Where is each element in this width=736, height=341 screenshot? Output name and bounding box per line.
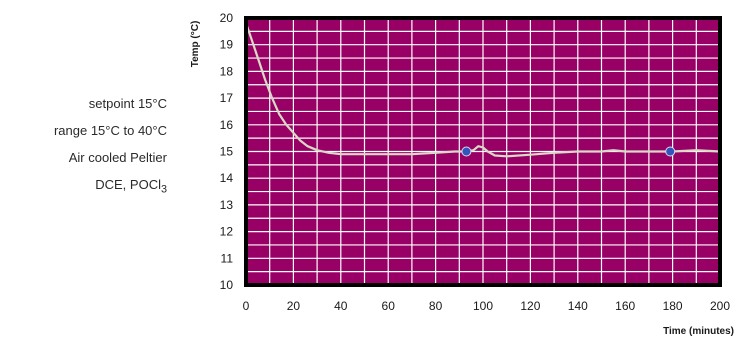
data-marker (665, 146, 676, 157)
y-tick-label: 20 (220, 11, 234, 25)
x-axis-title: Time (minutes) (663, 326, 734, 337)
plot-frame (244, 16, 722, 287)
y-axis-title: Temp (°C) (190, 21, 201, 68)
data-marker (461, 146, 472, 157)
y-tick-label: 16 (220, 118, 234, 132)
y-tick-label: 13 (220, 198, 234, 212)
y-tick-label: 17 (220, 91, 234, 105)
x-tick-label: 40 (334, 299, 348, 313)
range-note: range 15°C to 40°C (53, 123, 167, 138)
y-tick-label: 15 (220, 145, 234, 159)
x-tick-label: 20 (287, 299, 301, 313)
series-line (244, 22, 722, 158)
x-tick-label: 140 (568, 299, 588, 313)
reagents-subscript: 3 (160, 183, 167, 196)
y-tick-label: 12 (220, 225, 234, 239)
setpoint-note: setpoint 15°C (88, 96, 167, 111)
y-tick-label: 10 (220, 278, 234, 292)
x-tick-label: 180 (663, 299, 683, 313)
x-tick-label: 0 (243, 299, 250, 313)
x-tick-labels: 0 20 40 60 80 100 120 140 160 180 200 (243, 299, 731, 313)
chart-notes: setpoint 15°C range 15°C to 40°C Air coo… (10, 90, 167, 204)
cooling-note: Air cooled Peltier (68, 150, 167, 165)
y-tick-label: 18 (220, 64, 234, 78)
y-tick-label: 14 (220, 171, 234, 185)
data-markers (461, 146, 676, 157)
x-tick-label: 160 (615, 299, 635, 313)
y-tick-label: 19 (220, 38, 234, 52)
x-tick-label: 200 (710, 299, 730, 313)
x-tick-label: 120 (520, 299, 540, 313)
y-tick-labels: 10 11 12 13 14 15 16 17 18 19 20 (220, 11, 234, 292)
y-tick-label: 11 (221, 251, 234, 265)
x-tick-label: 80 (429, 299, 443, 313)
x-tick-label: 100 (473, 299, 493, 313)
reagents-formula: DCE, POCl (95, 177, 161, 192)
x-tick-label: 60 (382, 299, 396, 313)
reagents-note: DCE, POCl3 (10, 171, 167, 204)
